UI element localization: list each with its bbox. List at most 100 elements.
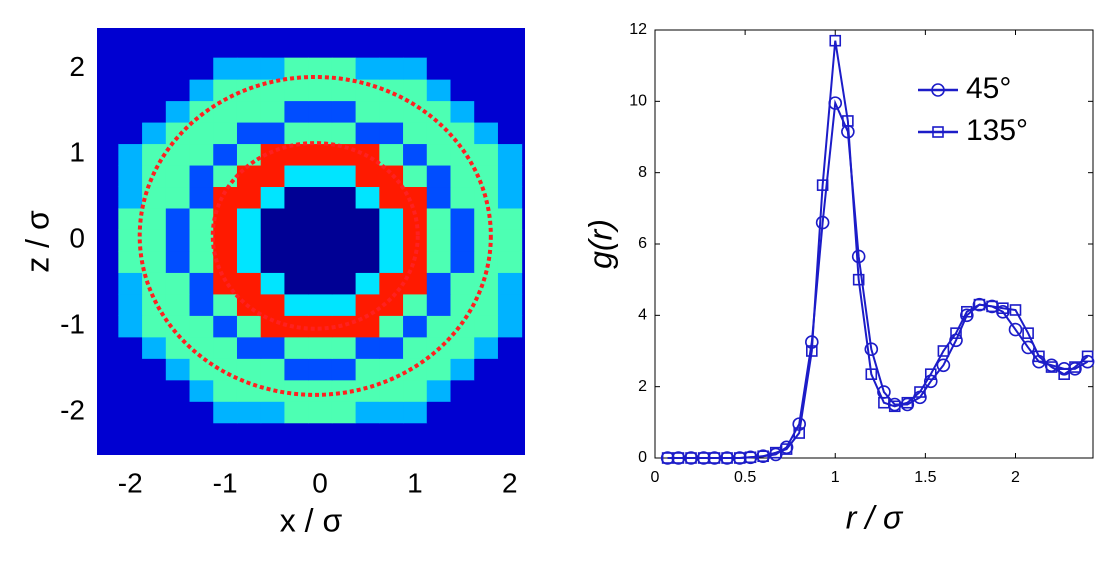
heatmap-cell: [260, 250, 285, 273]
heatmap-cell: [308, 315, 333, 338]
heatmap-cell: [403, 229, 428, 252]
heatmap-cells: [118, 57, 523, 424]
heatmap-cell: [213, 165, 238, 188]
legend-label: 135°: [966, 114, 1028, 147]
heatmap-cell: [426, 100, 452, 123]
heatmap-cell: [142, 293, 167, 316]
heatmap-cell: [308, 250, 333, 273]
heatmap-cell: [426, 207, 452, 230]
heatmap-cell: [260, 358, 285, 381]
heatmap-cell: [355, 315, 380, 338]
legend-marker: [932, 126, 944, 138]
y-tick-label: 8: [638, 164, 647, 181]
heatmap-cell: [450, 165, 475, 188]
data-point: [936, 358, 951, 373]
data-point: [744, 451, 757, 464]
heatmap-cell: [403, 336, 428, 359]
heatmap-cell: [355, 186, 380, 209]
heatmap-cell: [189, 79, 214, 102]
heatmap-cell: [236, 79, 262, 102]
heatmap-cell: [260, 122, 285, 145]
heatmap-cell: [403, 186, 428, 209]
heatmap-cell: [355, 100, 380, 123]
data-point: [1022, 327, 1034, 339]
heatmap-cell: [213, 186, 238, 209]
heatmap-cell: [308, 57, 333, 80]
y-tick-label: 10: [629, 93, 647, 110]
heatmap-cell: [497, 165, 523, 188]
heatmap-cell: [308, 229, 333, 252]
heatmap-cell: [118, 143, 143, 166]
heatmap-cell: [236, 401, 262, 424]
y-tick-label: -1: [60, 309, 85, 340]
data-point: [757, 450, 769, 463]
heatmap-cell: [426, 272, 452, 295]
heatmap-cell: [213, 122, 238, 145]
heatmap-cell: [118, 401, 143, 424]
heatmap-cell: [213, 57, 238, 80]
heatmap-cell: [165, 165, 191, 188]
heatmap-cell: [142, 122, 167, 145]
data-point: [829, 34, 842, 47]
heatmap-cell: [379, 143, 404, 166]
x-tick-label: 1: [407, 467, 423, 498]
heatmap-cell: [308, 186, 333, 209]
heatmap-cell: [355, 165, 380, 188]
dotted-circle: [210, 141, 420, 331]
data-point: [697, 452, 710, 464]
heatmap-cell: [403, 358, 428, 381]
y-tick-label: 6: [638, 235, 647, 252]
heatmap-cell: [189, 358, 214, 381]
data-point: [793, 427, 805, 439]
heatmap-cell: [379, 229, 404, 252]
heatmap-cell: [236, 250, 262, 273]
x-tick-label: -2: [118, 467, 143, 498]
heatmap-cell: [355, 272, 380, 295]
data-point: [816, 179, 829, 191]
heatmap-cell: [355, 122, 380, 145]
heatmap-cell: [331, 122, 357, 145]
series-line: [667, 40, 1089, 459]
heatmap-cell: [236, 336, 262, 359]
heatmap-cell: [284, 122, 309, 145]
heatmap-cell: [355, 207, 380, 230]
heatmap-cell: [142, 336, 167, 359]
heatmap-cell: [284, 57, 309, 80]
heatmap-cell: [450, 401, 475, 424]
heatmap-cell: [497, 122, 523, 145]
heatmap-cell: [403, 143, 428, 166]
heatmap-cell: [165, 358, 191, 381]
data-point: [937, 345, 950, 357]
heatmap-cell: [189, 229, 214, 252]
heatmap-cell: [165, 207, 191, 230]
heatmap-cell: [284, 293, 309, 316]
heatmap-cell: [379, 315, 404, 338]
data-point: [973, 298, 986, 311]
heatmap-cell: [474, 250, 499, 273]
heatmap-cell: [450, 143, 475, 166]
heatmap-cell: [118, 122, 143, 145]
heatmap-cell: [426, 401, 452, 424]
heatmap-cell: [403, 100, 428, 123]
heatmap-cell: [308, 358, 333, 381]
heatmap-cell: [379, 57, 404, 80]
heatmap-cell: [189, 272, 214, 295]
heatmap-cell: [189, 315, 214, 338]
heatmap-cell: [450, 186, 475, 209]
heatmap-cell: [403, 379, 428, 402]
heatmap-cell: [308, 143, 333, 166]
heatmap-cell: [450, 207, 475, 230]
data-point: [924, 368, 937, 380]
heatmap-cell: [426, 57, 452, 80]
heatmap-cell: [213, 143, 238, 166]
heatmap-cell: [189, 165, 214, 188]
heatmap-cell: [189, 207, 214, 230]
heatmap-cell: [308, 336, 333, 359]
heatmap-cell: [474, 315, 499, 338]
heatmap-cell: [165, 401, 191, 424]
heatmap-cell: [474, 229, 499, 252]
heatmap-cell: [379, 379, 404, 402]
heatmap-cell: [284, 229, 309, 252]
heatmap-cell: [165, 229, 191, 252]
